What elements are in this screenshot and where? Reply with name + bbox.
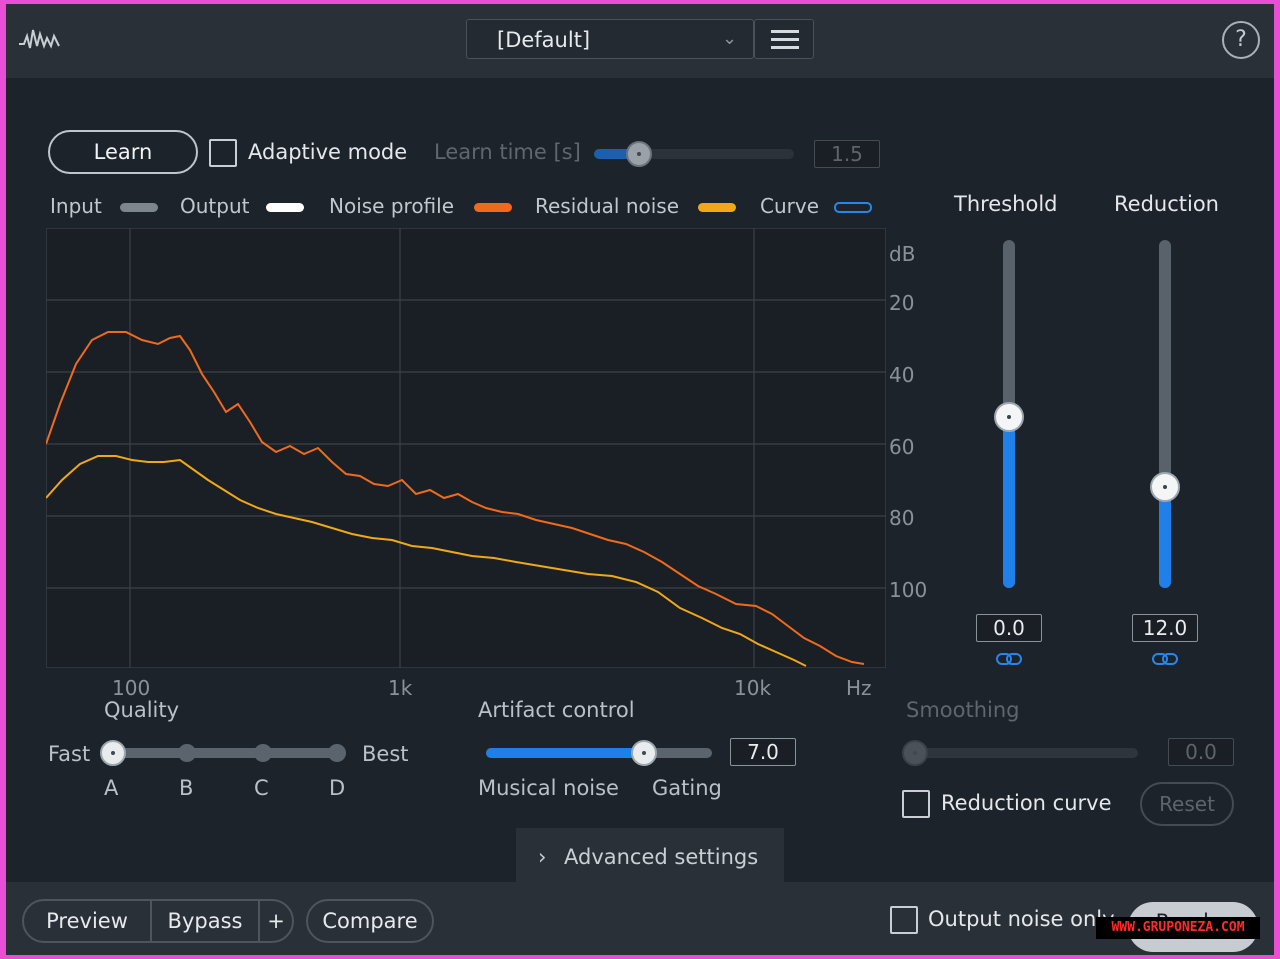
quality-option-b[interactable]: B [179,776,194,800]
learn-time-value[interactable]: 1.5 [814,140,880,168]
reduction-slider-knob[interactable] [1150,472,1180,503]
db-tick-20: 20 [889,291,915,315]
threshold-slider-fill [1003,417,1015,588]
threshold-slider-knob[interactable] [994,402,1024,433]
quality-slider[interactable] [110,748,346,758]
db-tick-80: 80 [889,506,915,530]
spectrum-graph[interactable] [46,228,886,668]
learn-time-label: Learn time [s] [434,140,581,164]
quality-stop-d[interactable] [328,744,346,762]
legend-curve-swatch[interactable] [834,202,872,213]
preset-dropdown[interactable]: [Default] ⌄ [466,19,754,59]
add-button[interactable]: + [267,909,285,933]
smoothing-value[interactable]: 0.0 [1168,738,1234,766]
noise-profile-curve [46,331,865,665]
residual-noise-curve [46,455,807,667]
freq-tick-10k: 10k [734,676,772,700]
quality-option-d[interactable]: D [329,776,346,800]
freq-unit-label: Hz [846,676,872,700]
output-noise-only-checkbox[interactable] [890,906,918,934]
db-unit-label: dB [889,242,916,266]
threshold-label: Threshold [954,192,1058,216]
legend-input-label: Input [50,194,102,218]
quality-option-a[interactable]: A [104,776,119,800]
freq-tick-100: 100 [112,676,151,700]
legend-residual-noise-swatch[interactable] [698,203,736,212]
bypass-button[interactable]: Bypass [167,909,243,933]
db-tick-40: 40 [889,363,915,387]
musical-noise-label: Musical noise [478,776,619,800]
reduction-slider-fill [1159,487,1171,588]
advanced-settings-toggle[interactable]: › Advanced settings [516,828,784,886]
chevron-right-icon: › [538,845,547,869]
legend-noise-profile-label: Noise profile [329,194,455,218]
hamburger-icon [771,30,799,49]
smoothing-slider[interactable] [910,748,1138,758]
quality-best-label: Best [362,742,409,766]
reduction-link-icon[interactable] [1152,652,1178,666]
quality-slider-knob[interactable] [100,740,126,766]
bottom-bar: Preview Bypass + Compare Output noise on… [6,882,1274,955]
legend-output-label: Output [180,194,250,218]
reduction-curve-label: Reduction curve [941,791,1112,815]
output-noise-only-label: Output noise only [928,907,1115,931]
freq-tick-1k: 1k [388,676,413,700]
learn-time-slider-knob[interactable] [626,141,652,167]
learn-time-slider[interactable] [594,149,794,159]
legend-residual-noise-label: Residual noise [535,194,680,218]
quality-label: Quality [104,698,180,722]
preset-menu-button[interactable] [754,19,814,59]
legend-input-swatch[interactable] [120,203,158,212]
quality-option-c[interactable]: C [254,776,269,800]
learn-button[interactable]: Learn [48,130,198,174]
playback-button-group: Preview Bypass + [22,899,294,943]
button-divider [150,901,152,941]
graph-background [46,228,886,668]
quality-stop-b[interactable] [178,744,196,762]
smoothing-label: Smoothing [906,698,1020,722]
graph-grid [46,228,886,668]
smoothing-slider-knob[interactable] [902,740,928,766]
artifact-control-slider-fill [486,748,645,758]
reset-button[interactable]: Reset [1140,782,1234,826]
gating-label: Gating [652,776,722,800]
graph-frame [46,228,886,668]
preset-name: [Default] [497,28,591,52]
button-divider [258,901,260,941]
waveform-logo-icon[interactable] [18,26,60,52]
legend-noise-profile-swatch[interactable] [474,203,512,212]
chevron-down-icon: ⌄ [722,28,738,49]
quality-stop-c[interactable] [254,744,272,762]
threshold-value[interactable]: 0.0 [976,614,1042,642]
help-button[interactable]: ? [1222,21,1260,59]
app-window: [Default] ⌄ ? Learn Adaptive mode Learn … [6,4,1274,955]
artifact-control-slider-knob[interactable] [631,740,658,766]
legend-curve-label: Curve [760,194,820,218]
preview-button[interactable]: Preview [46,909,128,933]
reduction-curve-checkbox[interactable] [902,790,930,818]
learn-time-slider-fill [594,149,640,159]
artifact-control-value[interactable]: 7.0 [730,738,796,766]
adaptive-mode-checkbox[interactable] [209,139,237,167]
compare-button[interactable]: Compare [306,899,434,943]
reduction-label: Reduction [1114,192,1219,216]
quality-fast-label: Fast [48,742,91,766]
adaptive-mode-label: Adaptive mode [248,140,408,164]
watermark-label: WWW.GRUPONEZA.COM [1096,917,1260,939]
threshold-link-icon[interactable] [996,652,1022,666]
reduction-value[interactable]: 12.0 [1132,614,1198,642]
legend-output-swatch[interactable] [266,203,304,212]
db-tick-100: 100 [889,578,928,602]
top-bar: [Default] ⌄ ? [6,4,1274,78]
db-tick-60: 60 [889,435,915,459]
advanced-settings-label: Advanced settings [564,845,759,869]
artifact-control-label: Artifact control [478,698,635,722]
